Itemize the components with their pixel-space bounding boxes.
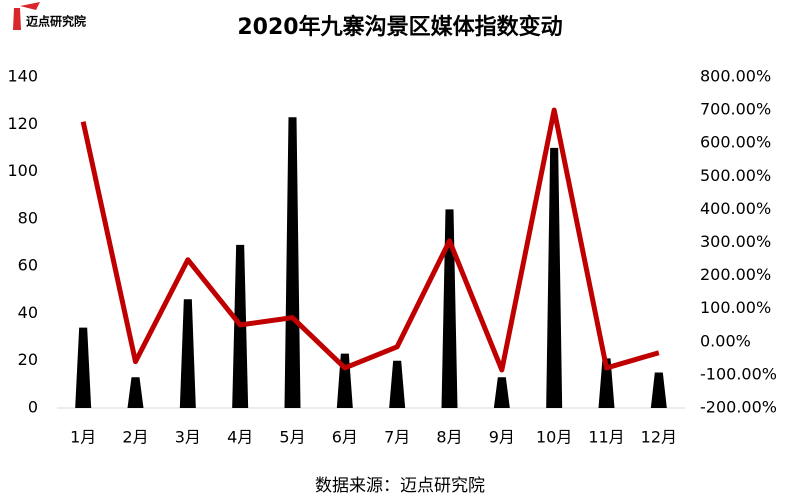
logo-icon — [13, 8, 21, 30]
x-tick-label: 11月 — [588, 428, 624, 447]
x-tick-label: 7月 — [384, 428, 410, 447]
y2-tick-label: 100.00% — [700, 298, 771, 317]
y-tick-label: 100 — [7, 161, 38, 180]
y2-tick-label: 500.00% — [700, 166, 771, 185]
y-tick-label: 0 — [28, 398, 38, 417]
bar — [75, 327, 92, 408]
bar — [284, 117, 301, 408]
bar — [493, 377, 510, 408]
bar — [441, 209, 458, 408]
y-tick-label: 140 — [7, 67, 38, 86]
x-tick-label: 6月 — [332, 428, 358, 447]
y-tick-label: 120 — [7, 114, 38, 133]
logo-flag — [20, 2, 40, 10]
bar — [127, 377, 144, 408]
y-tick-label: 20 — [18, 350, 38, 369]
x-tick-label: 3月 — [175, 428, 201, 447]
x-tick-label: 12月 — [641, 428, 677, 447]
line — [80, 107, 660, 373]
y2-tick-label: 600.00% — [700, 133, 771, 152]
y2-tick-label: 700.00% — [700, 100, 771, 119]
x-tick-label: 8月 — [436, 428, 462, 447]
y2-tick-label: 300.00% — [700, 232, 771, 251]
y-tick-label: 60 — [18, 256, 38, 275]
logo-text: 迈点研究院 — [26, 14, 86, 29]
y2-tick-label: 0.00% — [700, 331, 751, 350]
x-tick-label: 1月 — [70, 428, 96, 447]
x-tick-label: 9月 — [489, 428, 515, 447]
y2-tick-label: 200.00% — [700, 265, 771, 284]
bar — [179, 299, 196, 408]
bar — [650, 372, 667, 408]
y2-tick-label: 800.00% — [700, 67, 771, 86]
y2-tick-label: -100.00% — [700, 364, 777, 383]
y-tick-label: 80 — [18, 208, 38, 227]
source-note: 数据来源：迈点研究院 — [315, 476, 485, 496]
bar — [389, 360, 406, 408]
y-tick-label: 40 — [18, 303, 38, 322]
bar — [598, 358, 615, 408]
y2-tick-label: 400.00% — [700, 199, 771, 218]
y2-tick-label: -200.00% — [700, 398, 777, 417]
bar — [546, 147, 563, 408]
x-tick-label: 4月 — [227, 428, 253, 447]
chart-title: 2020年九寨沟景区媒体指数变动 — [237, 14, 562, 40]
x-tick-label: 5月 — [279, 428, 305, 447]
x-tick-label: 10月 — [536, 428, 572, 447]
x-tick-label: 2月 — [122, 428, 148, 447]
